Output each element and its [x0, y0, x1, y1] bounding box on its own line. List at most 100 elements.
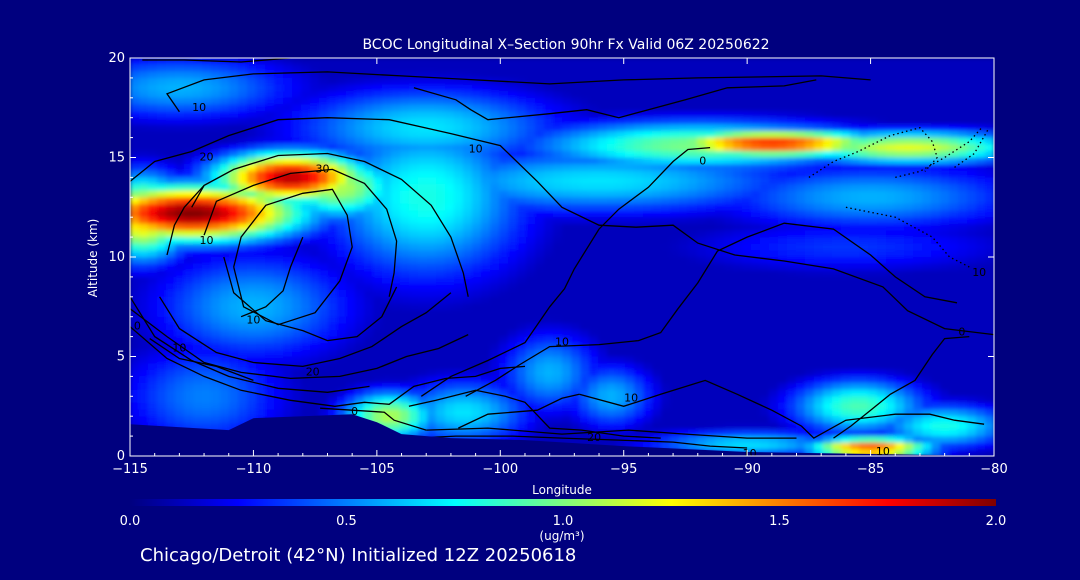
heat-cell	[130, 349, 140, 358]
heat-cell	[553, 323, 563, 331]
heat-cell	[652, 276, 662, 285]
heat-cell	[832, 349, 842, 358]
heat-cell	[481, 323, 491, 331]
heat-cell	[274, 369, 284, 377]
heat-cell	[391, 64, 401, 72]
heat-cell	[769, 263, 779, 271]
heat-cell	[472, 197, 482, 205]
heat-cell	[220, 349, 230, 358]
heat-cell	[310, 363, 320, 371]
heat-cell	[238, 369, 248, 377]
heat-cell	[409, 296, 419, 305]
heat-cell	[922, 336, 932, 344]
heat-cell	[958, 64, 968, 72]
heat-cell	[553, 77, 563, 86]
heat-cell	[418, 343, 428, 351]
heat-cell	[238, 303, 248, 311]
heat-cell	[796, 283, 806, 291]
heat-cell	[868, 64, 878, 72]
heat-cell	[967, 243, 977, 251]
heat-cell	[202, 150, 212, 159]
heat-cell	[724, 210, 734, 218]
heat-cell	[427, 64, 437, 72]
heat-cell	[670, 84, 680, 92]
heat-cell	[616, 111, 626, 119]
heat-cell	[778, 184, 788, 192]
heat-cell	[697, 389, 707, 397]
heat-cell	[886, 310, 896, 318]
heat-cell	[643, 177, 653, 185]
heat-cell	[175, 104, 185, 112]
heat-cell	[229, 343, 239, 351]
heat-cell	[148, 71, 158, 79]
heat-cell	[193, 190, 203, 198]
heat-cell	[355, 396, 365, 404]
heat-cell	[805, 210, 815, 218]
heat-cell	[949, 164, 959, 172]
heat-cell	[310, 343, 320, 351]
heat-cell	[886, 356, 896, 364]
heat-cell	[139, 336, 149, 344]
heat-cell	[976, 243, 986, 251]
heat-cell	[661, 316, 671, 324]
heat-cell	[265, 310, 275, 318]
heat-cell	[535, 77, 545, 86]
heat-cell	[589, 250, 599, 258]
heat-cell	[922, 217, 932, 225]
heat-cell	[445, 237, 455, 245]
heat-cell	[409, 130, 419, 139]
heat-cell	[310, 97, 320, 106]
heat-cell	[463, 303, 473, 311]
heat-cell	[517, 310, 527, 318]
heat-cell	[688, 257, 698, 265]
heat-cell	[967, 396, 977, 404]
heat-cell	[967, 329, 977, 338]
heat-cell	[688, 58, 698, 66]
heat-cell	[175, 310, 185, 318]
heat-cell	[220, 184, 230, 192]
heat-cell	[796, 376, 806, 384]
heat-cell	[877, 349, 887, 358]
heat-cell	[481, 290, 491, 298]
heat-cell	[895, 250, 905, 258]
heat-cell	[634, 164, 644, 172]
heat-cell	[265, 243, 275, 251]
heat-cell	[895, 177, 905, 185]
heat-cell	[409, 210, 419, 218]
heat-cell	[697, 310, 707, 318]
heat-cell	[976, 290, 986, 298]
heat-cell	[382, 310, 392, 318]
heat-cell	[652, 237, 662, 245]
heat-cell	[805, 104, 815, 112]
heat-cell	[472, 257, 482, 265]
heat-cell	[850, 217, 860, 225]
heat-cell	[769, 84, 779, 92]
heat-cell	[418, 363, 428, 371]
heat-cell	[940, 223, 950, 232]
heat-cell	[967, 144, 977, 152]
heat-cell	[670, 336, 680, 344]
heat-cell	[949, 197, 959, 205]
heat-cell	[958, 329, 968, 338]
heat-cell	[787, 130, 797, 139]
heat-cell	[373, 150, 383, 159]
heat-cell	[553, 283, 563, 291]
heat-cell	[472, 210, 482, 218]
heat-cell	[292, 383, 302, 391]
heat-cell	[724, 150, 734, 159]
heat-cell	[319, 64, 329, 72]
heat-cell	[733, 190, 743, 198]
heat-cell	[184, 104, 194, 112]
heat-cell	[850, 164, 860, 172]
heat-cell	[436, 389, 446, 397]
heat-cell	[184, 164, 194, 172]
heat-cell	[841, 170, 851, 178]
heat-cell	[436, 164, 446, 172]
heat-cell	[697, 137, 707, 145]
heat-cell	[526, 323, 536, 331]
heat-cell	[130, 363, 140, 371]
heat-cell	[895, 356, 905, 364]
heat-cell	[616, 71, 626, 79]
heat-cell	[292, 124, 302, 132]
heat-cell	[265, 137, 275, 145]
